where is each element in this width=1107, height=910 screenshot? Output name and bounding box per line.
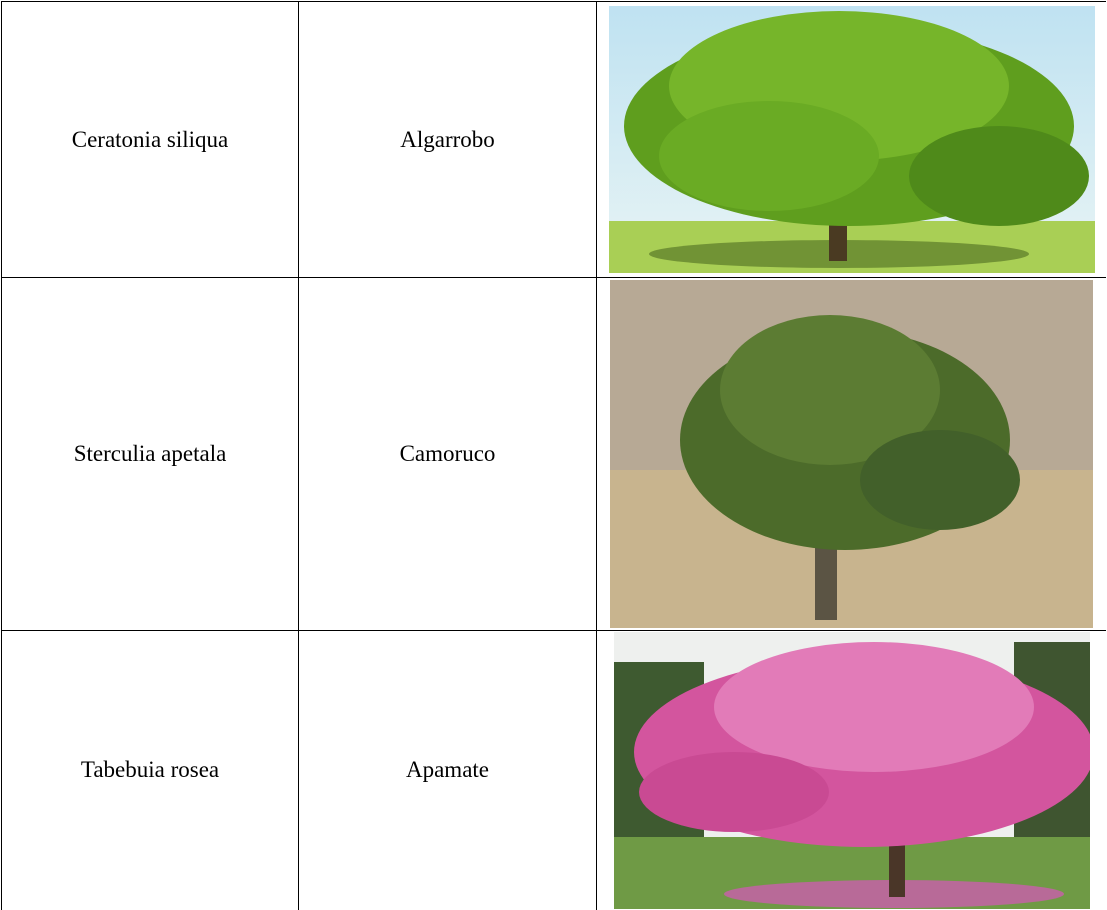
scientific-name: Tabebuia rosea xyxy=(1,630,299,910)
table-row: Sterculia apetala Camoruco xyxy=(1,277,1106,631)
table-row: Tabebuia rosea Apamate xyxy=(1,630,1106,910)
canopy xyxy=(658,101,879,211)
tree-photo xyxy=(610,280,1093,628)
table-row: Ceratonia siliqua Algarrobo xyxy=(1,1,1106,278)
scientific-name: Ceratonia siliqua xyxy=(1,1,299,278)
image-cell xyxy=(596,1,1106,278)
canopy xyxy=(908,126,1089,226)
image-cell xyxy=(596,630,1106,910)
common-name: Apamate xyxy=(298,630,597,910)
scientific-name: Sterculia apetala xyxy=(1,277,299,631)
canopy xyxy=(720,315,940,465)
image-cell xyxy=(596,277,1106,631)
tree-photo xyxy=(613,631,1090,909)
canopy xyxy=(638,751,829,832)
tree-photo xyxy=(608,6,1095,273)
common-name: Algarrobo xyxy=(298,1,597,278)
common-name: Camoruco xyxy=(298,277,597,631)
canopy xyxy=(860,430,1020,530)
canopy xyxy=(713,641,1034,772)
